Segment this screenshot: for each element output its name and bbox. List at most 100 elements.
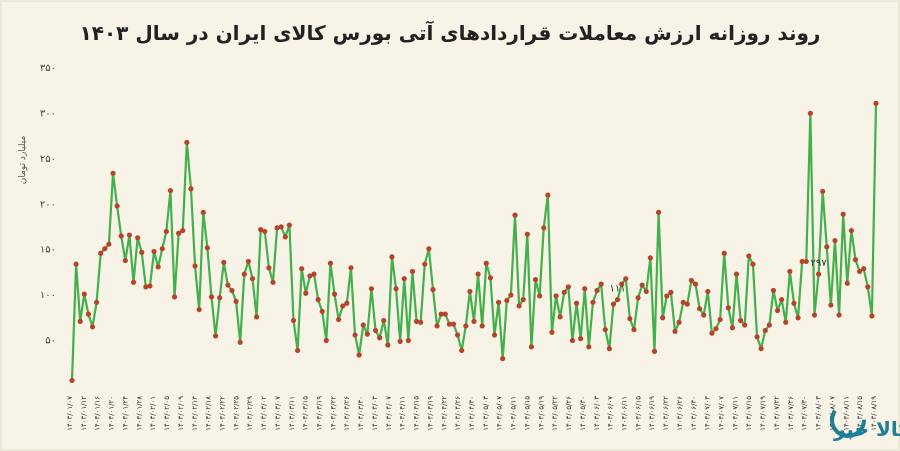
data-point <box>360 322 366 328</box>
x-tick-label: ۱۴۰۳/۰۶/۲۶ <box>676 396 684 431</box>
x-tick-label: ۱۴۰۳/۰۲/۱۸ <box>205 396 213 431</box>
data-point <box>450 321 457 327</box>
data-point <box>295 347 301 354</box>
data-point <box>496 299 502 305</box>
data-point <box>188 186 194 192</box>
data-point <box>832 237 838 244</box>
data-point <box>672 328 678 334</box>
x-tick-label: ۱۴۰۳/۰۶/۲۲ <box>662 396 670 431</box>
data-point <box>225 282 231 288</box>
x-tick-label: ۱۴۰۳/۰۸/۰۳ <box>815 396 823 431</box>
data-point <box>799 258 805 265</box>
series-markers <box>69 100 879 384</box>
data-point <box>167 187 174 194</box>
data-point <box>114 203 120 209</box>
data-point <box>409 268 416 275</box>
data-point <box>73 261 79 267</box>
data-point <box>307 273 313 279</box>
data-point <box>253 314 260 320</box>
data-point <box>286 222 293 228</box>
data-point <box>774 307 781 314</box>
data-point <box>840 211 846 217</box>
x-tick-label: ۱۴۰۳/۰۲/۰۹ <box>177 396 185 431</box>
data-point <box>512 212 518 218</box>
x-tick-label: ۱۴۰۳/۰۷/۲۶ <box>787 396 795 431</box>
data-point <box>688 277 695 284</box>
y-tick-label: ۳۵۰ <box>40 63 56 74</box>
data-point <box>676 319 682 325</box>
data-point <box>651 348 658 354</box>
x-tick-label: ۱۴۰۳/۰۴/۳۰ <box>468 396 476 431</box>
x-tick-label: ۱۴۰۳/۰۲/۲۵ <box>232 396 240 431</box>
x-tick-label: ۱۴۰۳/۰۲/۰۱ <box>149 396 157 431</box>
data-point <box>278 224 284 230</box>
x-tick-label: ۱۴۰۳/۰۷/۰۷ <box>718 396 726 431</box>
data-point <box>803 258 809 265</box>
x-tick-label: ۱۴۰۳/۰۵/۲۲ <box>551 396 559 431</box>
data-point <box>684 301 690 307</box>
data-point <box>532 277 539 283</box>
data-point <box>701 312 707 318</box>
data-point <box>438 311 444 317</box>
data-point <box>348 265 354 271</box>
x-tick-label: ۱۴۰۳/۰۶/۰۷ <box>607 396 615 431</box>
data-point <box>323 337 329 344</box>
data-point <box>717 316 723 323</box>
data-point <box>475 271 481 277</box>
data-point <box>98 250 104 256</box>
y-tick-labels: ۵۰ ۱۰۰ ۱۵۰ ۲۰۰ ۲۵۰ ۳۰۰ ۳۵۰ <box>40 63 56 347</box>
data-point <box>270 279 276 285</box>
data-point <box>738 317 744 324</box>
data-point <box>848 227 854 234</box>
data-point <box>828 302 834 308</box>
data-point <box>372 327 379 334</box>
data-point <box>713 326 719 332</box>
data-point <box>299 266 305 272</box>
data-point <box>274 225 280 231</box>
x-tick-label: ۱۴۰۳/۰۵/۳۰ <box>579 396 587 431</box>
data-point <box>766 322 772 328</box>
data-point <box>422 261 428 267</box>
data-point <box>413 318 420 324</box>
data-point <box>319 308 325 315</box>
data-point <box>344 300 350 306</box>
data-point <box>635 295 641 301</box>
data-point <box>692 281 699 287</box>
data-point <box>824 244 830 250</box>
x-tick-label: ۱۴۰۳/۰۷/۱۵ <box>745 396 753 431</box>
data-point <box>750 261 756 267</box>
data-point <box>143 284 149 290</box>
data-point <box>746 253 752 259</box>
x-tick-label: ۱۴۰۳/۰۱/۲۰ <box>108 396 116 431</box>
x-tick-label: ۱۴۰۳/۰۱/۲۸ <box>135 396 143 431</box>
data-point <box>807 110 813 116</box>
data-point <box>200 209 206 215</box>
y-tick-label: ۲۰۰ <box>40 199 56 210</box>
data-point <box>627 316 633 322</box>
data-point <box>479 323 485 329</box>
data-point <box>237 339 243 345</box>
data-point <box>787 268 793 275</box>
data-label: ۲۹۷ <box>811 258 828 269</box>
data-point <box>733 271 740 277</box>
data-point <box>290 317 297 324</box>
data-point <box>791 300 797 306</box>
data-point <box>192 263 198 269</box>
data-point <box>151 248 157 255</box>
x-tick-label: ۱۴۰۳/۰۷/۰۳ <box>704 396 712 431</box>
data-point <box>81 291 87 297</box>
data-point <box>471 318 477 324</box>
data-point <box>77 318 83 324</box>
data-point <box>196 306 202 313</box>
data-point <box>516 303 522 309</box>
data-point <box>249 276 256 282</box>
data-point <box>594 287 600 294</box>
data-point <box>434 323 440 329</box>
x-tick-label: ۱۴۰۳/۰۶/۱۹ <box>648 396 656 431</box>
data-point <box>614 296 621 303</box>
data-point <box>139 249 145 255</box>
x-tick-label: ۱۴۰۳/۰۶/۱۱ <box>620 396 628 431</box>
x-tick-label: ۱۴۰۳/۰۸/۱۹ <box>870 396 878 431</box>
data-point <box>561 289 567 295</box>
